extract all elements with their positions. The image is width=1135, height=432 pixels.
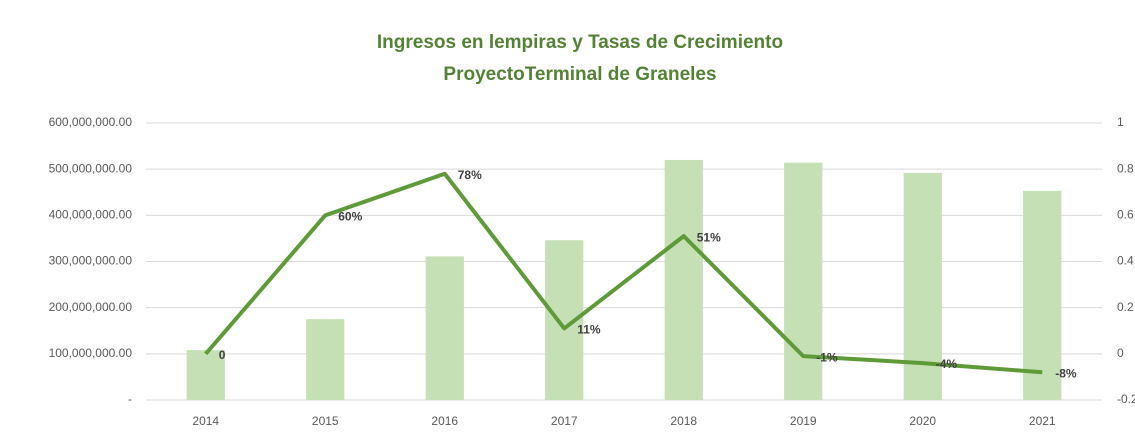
bar	[664, 159, 703, 400]
bar	[425, 256, 464, 400]
y-tick-label: 100,000,000.00	[49, 346, 133, 360]
y-tick-label: 500,000,000.00	[49, 161, 133, 175]
x-tick-label: 2021	[1029, 414, 1056, 428]
y2-tick-label: 0.6	[1117, 208, 1134, 222]
data-label: 78%	[458, 168, 482, 182]
y2-tick-label: 1	[1117, 115, 1124, 129]
y2-tick-label: 0.4	[1117, 254, 1134, 268]
y2-tick-label: 0.8	[1117, 161, 1134, 175]
data-label: -4%	[936, 357, 958, 371]
chart-subtitle: ProyectoTerminal de Graneles	[443, 64, 716, 85]
data-label: 51%	[697, 230, 721, 244]
x-tick-label: 2020	[909, 414, 936, 428]
y2-tick-label: 0	[1117, 346, 1124, 360]
line	[204, 171, 1043, 375]
data-label: -8%	[1055, 366, 1077, 380]
data-label: 11%	[577, 323, 601, 337]
y-tick-label: 300,000,000.00	[49, 254, 133, 268]
x-tick-label: 2014	[192, 414, 219, 428]
y-tick-label: -	[128, 392, 132, 406]
bar	[306, 319, 345, 400]
y-tick-label: 200,000,000.00	[49, 300, 133, 314]
y-tick-label: 600,000,000.00	[49, 115, 133, 129]
x-tick-label: 2016	[431, 414, 458, 428]
x-tick-label: 2018	[670, 414, 697, 428]
y-tick-label: 400,000,000.00	[49, 208, 133, 222]
x-tick-label: 2019	[790, 414, 817, 428]
bar	[784, 162, 823, 400]
y2-tick-label: 0.2	[1117, 300, 1134, 314]
bar	[1023, 190, 1062, 400]
data-label: -1%	[816, 350, 838, 364]
x-tick-label: 2017	[551, 414, 578, 428]
data-label: 60%	[338, 210, 362, 224]
data-label: 0	[219, 348, 226, 362]
bar	[186, 350, 225, 400]
x-tick-label: 2015	[312, 414, 339, 428]
chart-title: Ingresos en lempiras y Tasas de Crecimie…	[377, 32, 783, 53]
y2-tick-label: -0.2	[1117, 392, 1135, 406]
